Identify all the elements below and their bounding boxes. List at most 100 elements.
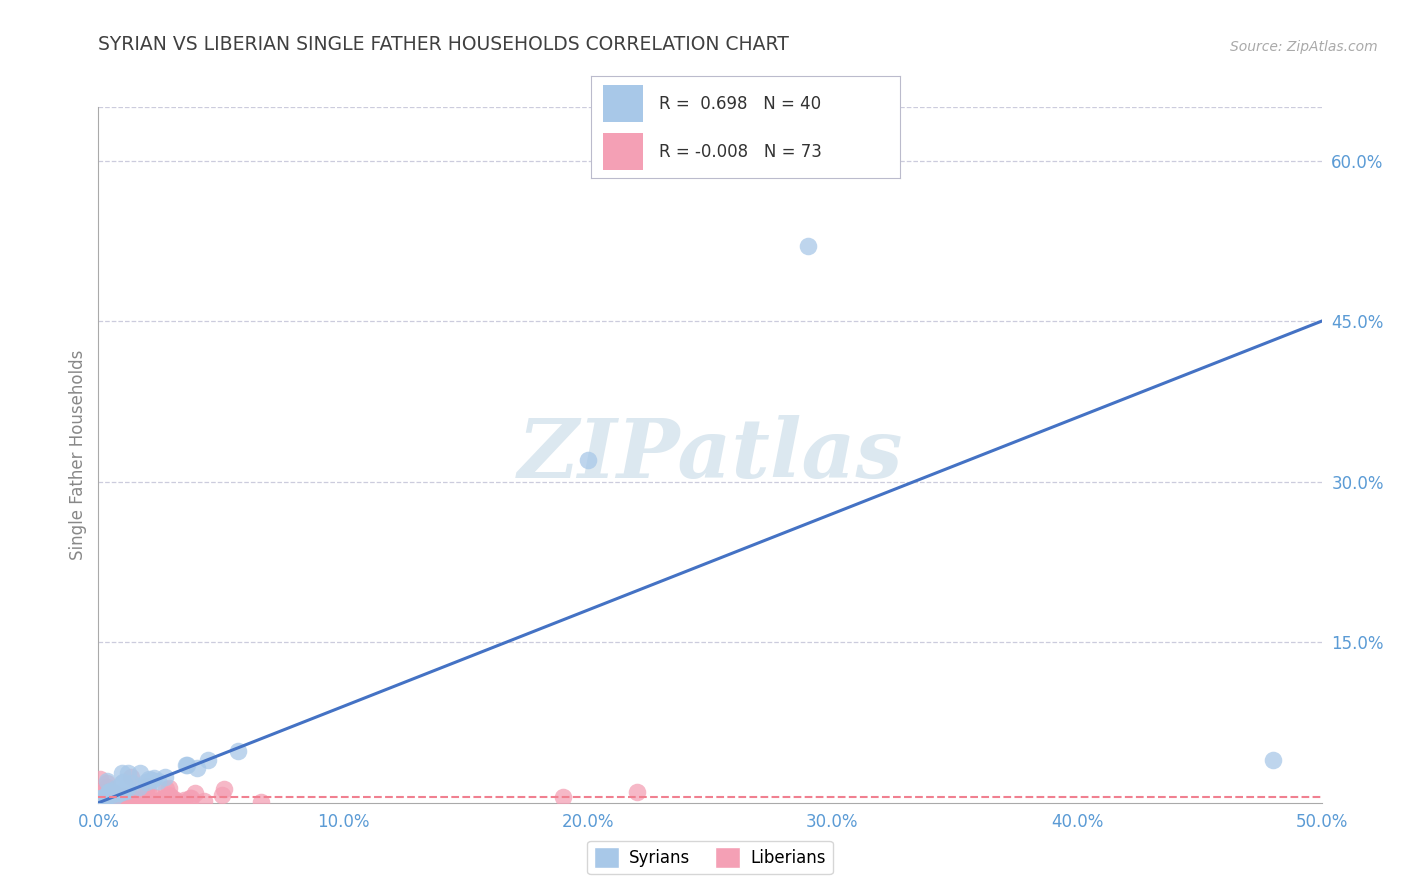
Point [143, 771, 166, 785]
Point [96, 780, 118, 794]
Point [104, 792, 127, 806]
Point [107, 789, 129, 804]
Point [576, 453, 599, 467]
Point [110, 784, 132, 798]
Point [121, 793, 143, 807]
Point [114, 794, 136, 808]
Point [101, 785, 124, 799]
Point [153, 791, 176, 805]
Point [135, 793, 157, 807]
Point [105, 780, 128, 795]
Point [153, 796, 176, 810]
Point [101, 789, 124, 803]
Bar [603, 85, 643, 122]
Point [89, 772, 111, 786]
Point [150, 791, 173, 805]
Point [96, 776, 118, 790]
Point [160, 796, 183, 810]
Point [186, 761, 208, 775]
Point [797, 239, 820, 253]
Point [183, 786, 205, 800]
Point [87, 795, 110, 809]
Point [111, 793, 134, 807]
Point [128, 780, 150, 794]
Point [98, 795, 121, 809]
Point [89, 788, 111, 802]
Point [120, 770, 142, 784]
Point [157, 792, 180, 806]
Point [176, 758, 198, 772]
Point [114, 794, 136, 808]
Point [97, 785, 120, 799]
Point [90, 796, 112, 810]
Point [101, 787, 124, 801]
Point [115, 779, 138, 793]
Point [90, 790, 112, 805]
Point [176, 757, 198, 772]
Point [112, 789, 135, 804]
Point [97, 789, 120, 804]
Y-axis label: Single Father Households: Single Father Households [69, 350, 87, 560]
Point [553, 790, 575, 805]
Point [143, 790, 166, 805]
Point [100, 788, 122, 802]
Point [90, 791, 112, 805]
Point [112, 783, 135, 797]
Point [111, 775, 134, 789]
Legend: Syrians, Liberians: Syrians, Liberians [588, 841, 832, 874]
Point [157, 789, 180, 803]
Point [143, 794, 166, 808]
Point [94, 795, 117, 809]
Point [93, 794, 115, 808]
Point [112, 784, 135, 798]
Point [94, 795, 117, 809]
Point [96, 793, 118, 807]
Point [179, 790, 201, 805]
Point [111, 789, 134, 803]
Point [93, 794, 115, 808]
Point [157, 794, 180, 808]
Point [135, 775, 157, 789]
Point [115, 796, 138, 810]
Point [141, 772, 163, 787]
Point [173, 793, 195, 807]
Point [89, 795, 111, 809]
Point [89, 790, 111, 805]
Point [96, 796, 118, 810]
Point [90, 792, 112, 806]
Point [165, 795, 187, 809]
Point [128, 793, 150, 807]
Point [135, 783, 157, 797]
Point [111, 795, 134, 809]
Point [114, 795, 136, 809]
Point [169, 795, 191, 809]
Point [114, 784, 136, 798]
Point [211, 788, 233, 802]
Point [104, 789, 127, 803]
Point [87, 794, 110, 808]
Point [104, 786, 127, 800]
Point [112, 775, 135, 789]
Point [122, 791, 145, 805]
Bar [603, 133, 643, 170]
Point [197, 752, 219, 766]
Point [128, 793, 150, 807]
Point [193, 794, 215, 808]
Point [93, 786, 115, 800]
Point [1261, 753, 1284, 767]
Text: ZIPatlas: ZIPatlas [517, 415, 903, 495]
Point [153, 770, 176, 784]
Point [96, 792, 118, 806]
Text: Source: ZipAtlas.com: Source: ZipAtlas.com [1230, 39, 1378, 54]
Point [110, 766, 132, 780]
Point [121, 776, 143, 790]
Point [89, 785, 111, 799]
Text: R = -0.008   N = 73: R = -0.008 N = 73 [658, 143, 821, 161]
Point [121, 791, 143, 805]
Point [157, 780, 180, 795]
Point [163, 792, 186, 806]
Point [103, 789, 125, 804]
Point [129, 766, 152, 780]
Point [212, 782, 235, 797]
Point [626, 785, 648, 799]
